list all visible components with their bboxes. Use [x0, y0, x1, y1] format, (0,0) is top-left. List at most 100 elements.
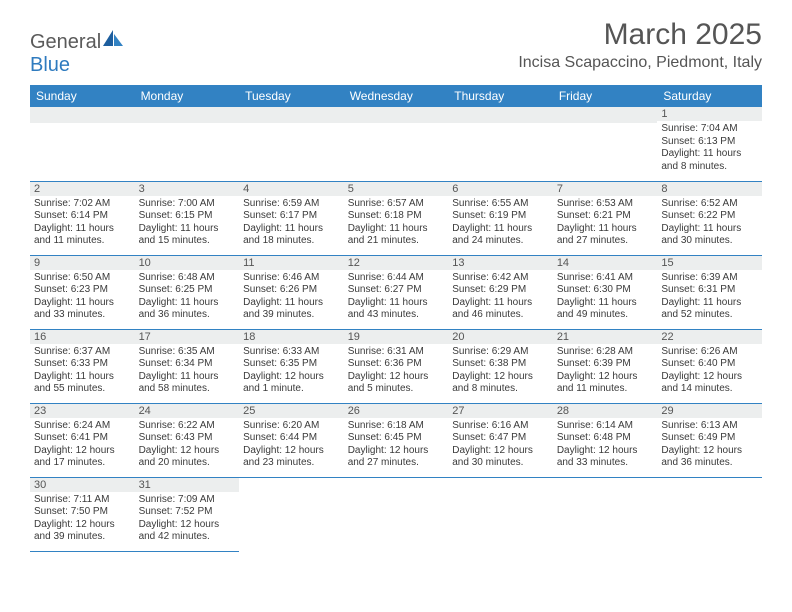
day-number: 9: [30, 256, 135, 270]
day-number: 29: [657, 404, 762, 418]
sail-icon: [101, 28, 125, 48]
calendar-cell: 4Sunrise: 6:59 AMSunset: 6:17 PMDaylight…: [239, 181, 344, 255]
calendar-cell: 7Sunrise: 6:53 AMSunset: 6:21 PMDaylight…: [553, 181, 658, 255]
detail-line: and 1 minute.: [243, 383, 340, 396]
detail-line: and 21 minutes.: [348, 235, 445, 248]
day-details: Sunrise: 7:02 AMSunset: 6:14 PMDaylight:…: [30, 196, 135, 250]
day-details: Sunrise: 6:13 AMSunset: 6:49 PMDaylight:…: [657, 418, 762, 472]
calendar-cell: 15Sunrise: 6:39 AMSunset: 6:31 PMDayligh…: [657, 255, 762, 329]
day-header: Sunday: [30, 85, 135, 107]
calendar-cell: [344, 477, 449, 551]
calendar-cell: 18Sunrise: 6:33 AMSunset: 6:35 PMDayligh…: [239, 329, 344, 403]
detail-line: and 43 minutes.: [348, 309, 445, 322]
detail-line: and 55 minutes.: [34, 383, 131, 396]
detail-line: Sunset: 6:21 PM: [557, 210, 654, 223]
calendar-cell: 1Sunrise: 7:04 AMSunset: 6:13 PMDaylight…: [657, 107, 762, 181]
day-details: Sunrise: 6:44 AMSunset: 6:27 PMDaylight:…: [344, 270, 449, 324]
day-number: 26: [344, 404, 449, 418]
calendar-cell: 30Sunrise: 7:11 AMSunset: 7:50 PMDayligh…: [30, 477, 135, 551]
detail-line: and 42 minutes.: [139, 531, 236, 544]
detail-line: Sunset: 6:31 PM: [661, 284, 758, 297]
calendar-week: 2Sunrise: 7:02 AMSunset: 6:14 PMDaylight…: [30, 181, 762, 255]
detail-line: Daylight: 11 hours: [243, 297, 340, 310]
page-title: March 2025: [518, 18, 762, 52]
detail-line: Daylight: 12 hours: [139, 445, 236, 458]
detail-line: Daylight: 12 hours: [243, 445, 340, 458]
detail-line: Sunset: 6:14 PM: [34, 210, 131, 223]
calendar-cell: 31Sunrise: 7:09 AMSunset: 7:52 PMDayligh…: [135, 477, 240, 551]
day-number: 11: [239, 256, 344, 270]
detail-line: Sunset: 6:45 PM: [348, 432, 445, 445]
detail-line: Daylight: 11 hours: [348, 223, 445, 236]
detail-line: and 52 minutes.: [661, 309, 758, 322]
detail-line: Sunset: 6:38 PM: [452, 358, 549, 371]
detail-line: Daylight: 11 hours: [139, 297, 236, 310]
detail-line: Sunrise: 6:53 AM: [557, 198, 654, 211]
day-details: Sunrise: 6:29 AMSunset: 6:38 PMDaylight:…: [448, 344, 553, 398]
calendar-cell: 29Sunrise: 6:13 AMSunset: 6:49 PMDayligh…: [657, 403, 762, 477]
detail-line: Sunrise: 6:50 AM: [34, 272, 131, 285]
day-number: 30: [30, 478, 135, 492]
detail-line: Daylight: 11 hours: [243, 223, 340, 236]
detail-line: Sunset: 6:29 PM: [452, 284, 549, 297]
day-number: 6: [448, 182, 553, 196]
day-details: Sunrise: 6:57 AMSunset: 6:18 PMDaylight:…: [344, 196, 449, 250]
detail-line: and 36 minutes.: [139, 309, 236, 322]
detail-line: Sunset: 6:33 PM: [34, 358, 131, 371]
day-number: 12: [344, 256, 449, 270]
detail-line: Sunrise: 6:26 AM: [661, 346, 758, 359]
detail-line: Daylight: 11 hours: [452, 223, 549, 236]
day-details: Sunrise: 7:04 AMSunset: 6:13 PMDaylight:…: [657, 121, 762, 175]
day-number: 16: [30, 330, 135, 344]
day-details: Sunrise: 6:20 AMSunset: 6:44 PMDaylight:…: [239, 418, 344, 472]
detail-line: and 20 minutes.: [139, 457, 236, 470]
day-number: 22: [657, 330, 762, 344]
day-number: 20: [448, 330, 553, 344]
calendar-table: SundayMondayTuesdayWednesdayThursdayFrid…: [30, 85, 762, 552]
detail-line: and 15 minutes.: [139, 235, 236, 248]
detail-line: and 27 minutes.: [348, 457, 445, 470]
detail-line: Daylight: 11 hours: [452, 297, 549, 310]
detail-line: Daylight: 12 hours: [557, 371, 654, 384]
detail-line: Sunset: 6:15 PM: [139, 210, 236, 223]
detail-line: Sunrise: 6:33 AM: [243, 346, 340, 359]
calendar-cell: [239, 107, 344, 181]
detail-line: and 23 minutes.: [243, 457, 340, 470]
detail-line: and 8 minutes.: [452, 383, 549, 396]
calendar-week: 30Sunrise: 7:11 AMSunset: 7:50 PMDayligh…: [30, 477, 762, 551]
detail-line: Sunset: 6:23 PM: [34, 284, 131, 297]
calendar-cell: 17Sunrise: 6:35 AMSunset: 6:34 PMDayligh…: [135, 329, 240, 403]
detail-line: Sunrise: 7:11 AM: [34, 494, 131, 507]
detail-line: Sunset: 6:47 PM: [452, 432, 549, 445]
detail-line: and 30 minutes.: [661, 235, 758, 248]
detail-line: Daylight: 11 hours: [661, 223, 758, 236]
detail-line: and 33 minutes.: [34, 309, 131, 322]
calendar-week: 16Sunrise: 6:37 AMSunset: 6:33 PMDayligh…: [30, 329, 762, 403]
detail-line: Daylight: 12 hours: [348, 371, 445, 384]
detail-line: Daylight: 11 hours: [661, 148, 758, 161]
detail-line: and 46 minutes.: [452, 309, 549, 322]
day-number: 23: [30, 404, 135, 418]
detail-line: Sunset: 6:27 PM: [348, 284, 445, 297]
day-details: Sunrise: 6:48 AMSunset: 6:25 PMDaylight:…: [135, 270, 240, 324]
calendar-cell: [553, 107, 658, 181]
day-number: 17: [135, 330, 240, 344]
day-details: Sunrise: 7:09 AMSunset: 7:52 PMDaylight:…: [135, 492, 240, 546]
daynum-bar-empty: [239, 107, 344, 123]
day-details: Sunrise: 7:00 AMSunset: 6:15 PMDaylight:…: [135, 196, 240, 250]
detail-line: Sunrise: 6:48 AM: [139, 272, 236, 285]
detail-line: Sunset: 6:19 PM: [452, 210, 549, 223]
calendar-cell: 28Sunrise: 6:14 AMSunset: 6:48 PMDayligh…: [553, 403, 658, 477]
detail-line: Sunrise: 6:22 AM: [139, 420, 236, 433]
detail-line: and 39 minutes.: [34, 531, 131, 544]
header: General Blue March 2025 Incisa Scapaccin…: [30, 18, 762, 77]
day-header: Friday: [553, 85, 658, 107]
detail-line: and 24 minutes.: [452, 235, 549, 248]
day-number: 4: [239, 182, 344, 196]
day-details: Sunrise: 6:18 AMSunset: 6:45 PMDaylight:…: [344, 418, 449, 472]
detail-line: Sunset: 6:39 PM: [557, 358, 654, 371]
day-details: Sunrise: 6:52 AMSunset: 6:22 PMDaylight:…: [657, 196, 762, 250]
logo: General Blue: [30, 28, 125, 77]
detail-line: Sunset: 6:17 PM: [243, 210, 340, 223]
detail-line: Sunrise: 6:20 AM: [243, 420, 340, 433]
